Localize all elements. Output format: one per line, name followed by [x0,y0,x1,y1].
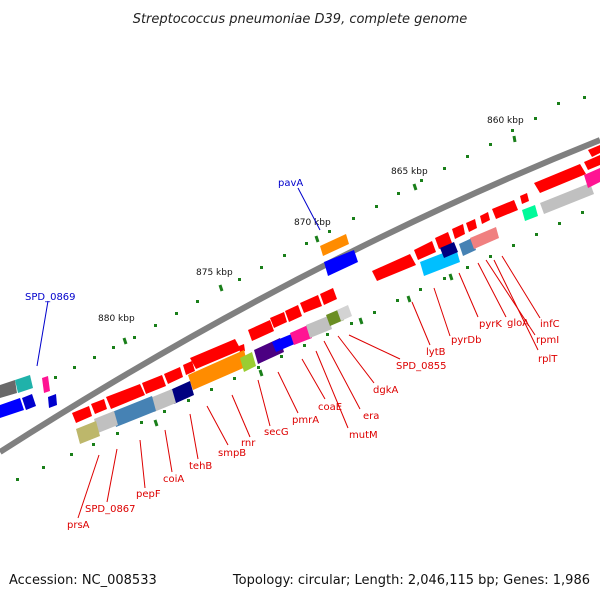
gene-label-pyrDb[interactable]: pyrDb [451,335,481,346]
gene-label-rnr[interactable]: rnr [241,438,256,449]
gene-label-SPD_0869[interactable]: SPD_0869 [25,292,76,303]
gene-label-lytB[interactable]: lytB [426,347,446,358]
inner-tick-track [16,211,584,481]
gene-label-gloA[interactable]: gloA [507,318,529,329]
genome-summary-text: Topology: circular; Length: 2,046,115 bp… [232,573,590,588]
tick-label-860: 860 kbp [487,116,524,126]
outer-major-ticks [122,135,517,345]
tick-label-875: 875 kbp [196,268,233,278]
gene-label-mutM[interactable]: mutM [349,430,378,441]
gene-label-pavA[interactable]: pavA [278,178,303,189]
gene-label-infC[interactable]: infC [540,319,560,330]
rna-labels: pavA SPD_0869 [25,178,303,303]
outer-tick-track [54,96,586,379]
gene-label-pepF[interactable]: pepF [136,489,161,500]
gene-label-coaE[interactable]: coaE [318,402,342,413]
tick-label-880: 880 kbp [98,314,135,324]
reverse-cds-track [48,168,600,444]
gene-label-rpmI[interactable]: rpmI [536,335,559,346]
accession-text: Accession: NC_008533 [9,573,157,588]
gene-label-prsA[interactable]: prsA [67,520,90,531]
tick-label-870: 870 kbp [294,218,331,228]
gene-label-pmrA[interactable]: pmrA [292,415,319,426]
gene-label-pyrK[interactable]: pyrK [479,319,502,330]
gene-label-coiA[interactable]: coiA [163,474,184,485]
tick-label-865: 865 kbp [391,167,428,177]
label-leader-lines [77,255,541,519]
gene-label-rplT[interactable]: rplT [538,354,558,365]
gene-label-dgkA[interactable]: dgkA [373,385,398,396]
gene-label-SPD_0855[interactable]: SPD_0855 [396,361,447,372]
genome-backbone [0,137,600,455]
gene-label-smpB[interactable]: smpB [218,448,246,459]
gene-label-secG[interactable]: secG [264,427,289,438]
gene-label-era[interactable]: era [363,411,379,422]
inner-major-ticks [153,273,454,427]
forward-cds-track [0,145,600,423]
map-title: Streptococcus pneumoniae D39, complete g… [133,12,468,27]
rna-leader-lines [36,187,321,367]
gene-label-SPD_0867[interactable]: SPD_0867 [85,504,136,515]
gene-labels: prsA SPD_0867 pepF coiA tehB smpB rnr se… [67,318,560,531]
gene-label-tehB[interactable]: tehB [189,461,212,472]
